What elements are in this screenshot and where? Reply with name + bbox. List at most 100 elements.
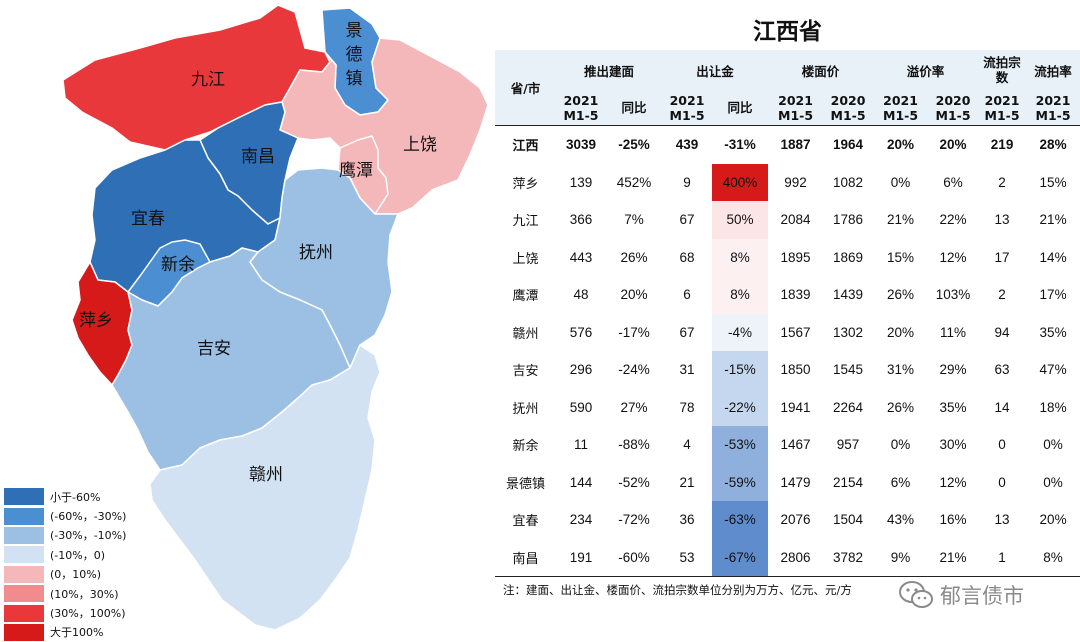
row-region-name: 吉安 [512, 364, 539, 380]
table-row: 景德镇 144 -52% 21 -59% 1479 2154 6% 12% 0 0% [495, 463, 1080, 501]
table-cell: 590 [569, 399, 593, 415]
table-cell: 1869 [833, 249, 864, 265]
legend-swatch [4, 623, 44, 641]
table-cell: 14% [1039, 249, 1067, 265]
table-cell: 219 [990, 137, 1014, 153]
table-cell: 443 [569, 249, 593, 265]
table-row: 宜春 234 -72% 36 -63% 2076 1504 43% 16% 13 20% [495, 501, 1080, 539]
table-row: 萍乡 139 452% 9 400% 992 1082 0% 6% 2 15% [495, 163, 1080, 201]
region-label-jiujiang: 九江 [191, 70, 225, 90]
table-cell: 0% [1043, 437, 1063, 453]
header-failed-count: 流拍宗数 [983, 55, 1021, 85]
header-premium-rate: 溢价率 [906, 63, 945, 79]
revenue-yoy-cell: -31% [724, 137, 756, 153]
wechat-icon [899, 581, 933, 608]
table-cell: -25% [618, 137, 650, 153]
region-label-yingtan: 鹰潭 [339, 161, 373, 181]
table-cell: 53 [679, 549, 695, 565]
region-shangrao[interactable] [279, 37, 489, 215]
table-cell: 35% [939, 399, 967, 415]
table-cell: 17% [1039, 287, 1067, 303]
table-cell: 366 [569, 212, 593, 228]
table-cell: 63 [994, 362, 1010, 378]
subheader-cell: 2020 M1-5 [830, 92, 866, 123]
table-cell: 7% [624, 212, 644, 228]
table-cell: 439 [675, 137, 699, 153]
table-cell: 144 [569, 474, 593, 490]
table-cell: 1850 [780, 362, 811, 378]
table-cell: 1 [998, 549, 1006, 565]
subheader-cell: 同比 [727, 100, 753, 115]
table-cell: 9 [683, 174, 691, 190]
subheader-cell: 2021 M1-5 [778, 92, 814, 123]
region-label-nanchang: 南昌 [241, 147, 275, 167]
table-cell: -72% [618, 512, 650, 528]
region-label-jingdezhen: 景德镇 [346, 21, 363, 89]
table-cell: 21 [679, 474, 695, 490]
row-region-name: 萍乡 [512, 176, 539, 192]
table-cell: 35% [1039, 324, 1067, 340]
table-header: 省/市 推出建面 出让金 楼面价 溢价率 流拍宗数 流拍率 2021 M1-5 同… [495, 50, 1080, 126]
table-cell: 1895 [780, 249, 811, 265]
legend-item: 大于100% [4, 623, 126, 642]
table-cell: 1302 [833, 324, 864, 340]
table-row: 南昌 191 -60% 53 -67% 2806 3782 9% 21% 1 8% [495, 538, 1080, 577]
subheader-cell: 2021 M1-5 [669, 92, 705, 123]
table-cell: -17% [618, 324, 650, 340]
table-cell: 0 [998, 474, 1006, 490]
table-cell: 16% [939, 512, 967, 528]
row-region-name: 上饶 [512, 251, 539, 267]
table-cell: 0% [1043, 474, 1063, 490]
table-cell: 0% [890, 174, 911, 190]
row-region-name: 南昌 [512, 551, 539, 567]
table-cell: 29% [939, 362, 967, 378]
table-cell: 576 [569, 324, 593, 340]
header-floor-price: 楼面价 [801, 63, 840, 79]
table-row: 江西 3039 -25% 439 -31% 1887 1964 20% 20% 219 28% [495, 126, 1080, 164]
table-cell: 20% [939, 137, 967, 153]
legend-label: 大于100% [50, 626, 104, 640]
table-cell: 234 [569, 512, 593, 528]
revenue-yoy-cell: 50% [712, 201, 769, 239]
table-cell: 15% [887, 249, 915, 265]
legend-swatch [4, 546, 44, 564]
table-cell: 1567 [780, 324, 811, 340]
table-cell: -60% [618, 549, 650, 565]
table-row: 赣州 576 -17% 67 -4% 1567 1302 20% 11% 94 35% [495, 313, 1080, 351]
header-row-1: 省/市 推出建面 出让金 楼面价 溢价率 流拍宗数 流拍率 [495, 50, 1080, 96]
table-title: 江西省 [753, 18, 822, 45]
legend-swatch [4, 585, 44, 603]
table-cell: 21% [1039, 212, 1067, 228]
revenue-yoy-cell: -4% [712, 313, 769, 351]
table-cell: 26% [887, 287, 915, 303]
revenue-yoy-cell: -63% [712, 501, 769, 539]
table-cell: -52% [618, 474, 650, 490]
table-cell: 103% [935, 287, 971, 303]
legend-item: (-60%，-30%) [4, 506, 126, 525]
row-region-name: 新余 [512, 439, 539, 455]
legend-item: (-10%，0) [4, 545, 126, 564]
region-label-jian: 吉安 [197, 339, 231, 359]
revenue-yoy-cell: -22% [712, 388, 769, 426]
legend-item: 小于-60% [4, 487, 126, 506]
subheader-cell: 2021 M1-5 [563, 92, 599, 123]
region-ganzhou[interactable] [149, 344, 381, 631]
row-region-name: 九江 [512, 214, 539, 230]
table-cell: 20% [1039, 512, 1067, 528]
table-cell: 13 [994, 212, 1010, 228]
legend-label: 小于-60% [50, 490, 101, 504]
table-cell: 1467 [780, 437, 811, 453]
table-cell: 12% [939, 474, 967, 490]
table-cell: 11 [573, 437, 588, 453]
table-cell: 1439 [833, 287, 864, 303]
table-cell: 14 [994, 399, 1010, 415]
region-label-fuzhou: 抚州 [299, 243, 333, 263]
table-cell: 2806 [780, 549, 811, 565]
subheader-cell: 2020 M1-5 [935, 92, 971, 123]
legend-item: (-30%，-10%) [4, 526, 126, 545]
table-cell: 452% [616, 174, 652, 190]
table-cell: 2264 [833, 399, 864, 415]
legend-label: (30%，100%) [50, 607, 126, 621]
table-cell: 31 [679, 362, 695, 378]
legend-item: (10%，30%) [4, 584, 126, 603]
